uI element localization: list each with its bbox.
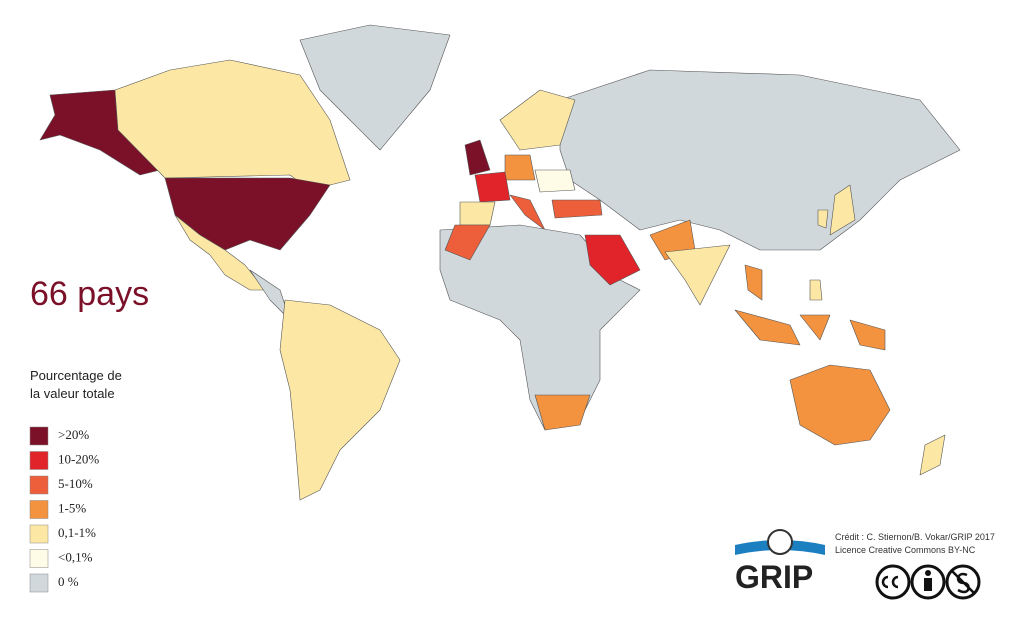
- legend-swatch: [29, 426, 49, 446]
- license-icons: [875, 564, 981, 600]
- country: [464, 139, 491, 176]
- country: [299, 24, 451, 151]
- legend-label: 10-20%: [58, 451, 99, 466]
- country: [174, 214, 266, 291]
- legend-title: la valeur totale: [30, 386, 115, 401]
- legend-label: >20%: [58, 427, 89, 442]
- country: [279, 299, 401, 501]
- headline: 66 pays: [30, 275, 149, 313]
- logo: GRIP: [735, 529, 825, 595]
- country: [504, 154, 536, 181]
- country: [789, 364, 891, 446]
- legend: >20% 10-20% 5-10% 1-5% 0,1-1% <0,1% 0 %: [29, 426, 99, 593]
- country: [459, 201, 496, 226]
- country: [551, 199, 603, 219]
- country: [734, 309, 801, 346]
- credit: Licence Creative Commons BY-NC: [835, 545, 976, 555]
- country: [534, 394, 591, 431]
- country: [509, 194, 546, 231]
- country: [584, 234, 641, 286]
- country: [444, 224, 491, 261]
- country: [744, 264, 763, 301]
- country: [809, 279, 823, 301]
- country: [499, 89, 576, 151]
- legend-swatch: [29, 573, 49, 593]
- country: [799, 314, 831, 341]
- country: [474, 171, 511, 203]
- legend-title: Pourcentage de: [30, 368, 122, 383]
- legend-swatch: [29, 549, 49, 568]
- legend-label: 0 %: [58, 574, 79, 589]
- legend-label: 0,1-1%: [58, 525, 96, 540]
- world-map: [39, 24, 961, 501]
- legend-swatch: [29, 475, 49, 495]
- country: [559, 69, 961, 251]
- legend-swatch: [29, 500, 49, 519]
- country: [664, 244, 731, 306]
- country: [829, 184, 856, 236]
- country: [114, 59, 351, 191]
- legend-label: 5-10%: [58, 476, 93, 491]
- country: [849, 319, 886, 351]
- logo-text: GRIP: [735, 559, 813, 595]
- country: [534, 169, 576, 193]
- country: [919, 434, 946, 476]
- country: [817, 209, 829, 229]
- legend-swatch: [29, 524, 49, 544]
- credit: Crédit : C. Stiernon/B. Vokar/GRIP 2017: [835, 532, 995, 542]
- legend-label: <0,1%: [58, 549, 93, 564]
- legend-label: 1-5%: [58, 500, 86, 515]
- legend-swatch: [29, 451, 49, 470]
